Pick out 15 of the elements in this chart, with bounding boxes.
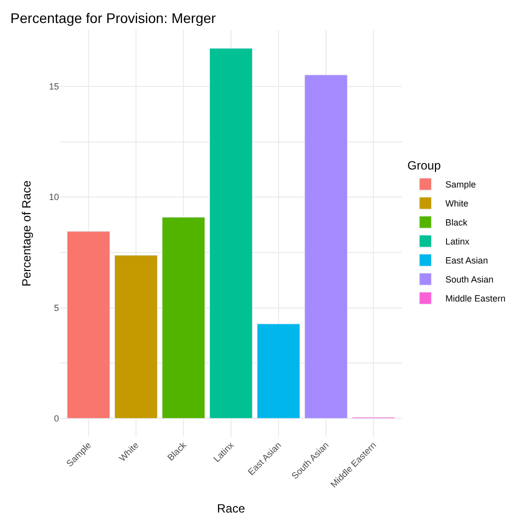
y-tick-label: 15 [48, 82, 59, 92]
y-tick-label: 5 [54, 302, 59, 313]
legend-title: Group [407, 158, 442, 173]
legend-label: Black [445, 218, 468, 228]
chart-title: Percentage for Provision: Merger [10, 10, 216, 26]
y-tick-label: 10 [48, 192, 59, 202]
legend-label: Middle Eastern [445, 294, 506, 304]
y-tick-label: 0 [54, 414, 59, 424]
legend-label: East Asian [445, 256, 488, 266]
legend-label: Latinx [445, 236, 470, 247]
y-axis-title: Percentage of Race [19, 180, 34, 287]
x-axis-title: Race [216, 501, 246, 516]
legend-label: South Asian [445, 274, 494, 285]
legend-label: White [445, 198, 468, 209]
legend-label: Sample [445, 180, 476, 190]
